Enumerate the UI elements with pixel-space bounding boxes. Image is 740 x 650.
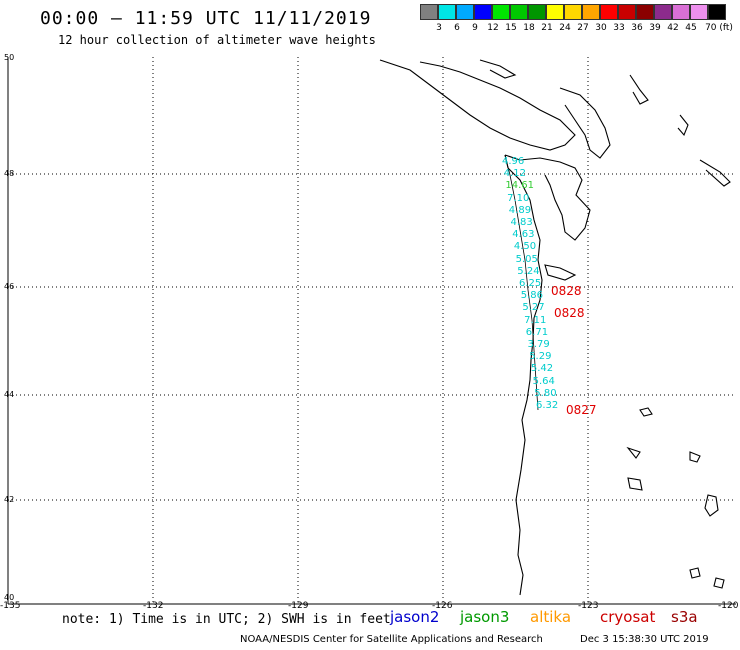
lat-label: 48 xyxy=(4,169,15,178)
wave-height-value: 14.61 xyxy=(505,180,535,192)
wave-height-value: 5.64 xyxy=(532,375,555,387)
timestamp: Dec 3 15:38:30 UTC 2019 xyxy=(580,634,709,645)
scale-swatch xyxy=(582,4,600,20)
scale-swatch xyxy=(474,4,492,20)
lon-label: -120 xyxy=(718,601,739,611)
page-title: 00:00 — 11:59 UTC 11/11/2019 xyxy=(40,8,372,29)
lon-label: -135 xyxy=(0,601,21,611)
scale-label: 27 xyxy=(577,23,589,33)
credit: NOAA/NESDIS Center for Satellite Applica… xyxy=(240,634,543,645)
lon-grid xyxy=(152,57,589,604)
scale-label: 3 xyxy=(436,23,442,33)
page-subtitle: 12 hour collection of altimeter wave hei… xyxy=(58,33,376,47)
scale-swatch xyxy=(546,4,564,20)
lat-label: 40 xyxy=(4,593,15,602)
scale-swatch xyxy=(456,4,474,20)
pass-time: 0828 xyxy=(554,306,585,320)
scale-label: 70 (ft) xyxy=(705,23,733,33)
scale-label: 45 xyxy=(685,23,697,33)
scale-label: 15 xyxy=(505,23,517,33)
scale-label: 9 xyxy=(472,23,478,33)
satellite-track xyxy=(504,154,539,411)
scale-swatch xyxy=(600,4,618,20)
wave-height-value: 5.29 xyxy=(529,351,552,363)
scale-swatch xyxy=(492,4,510,20)
scale-swatch xyxy=(438,4,456,20)
wave-height-value: 4.89 xyxy=(508,204,532,216)
lat-label: 50 xyxy=(4,53,15,62)
scale-swatch xyxy=(510,4,528,20)
lat-grid xyxy=(8,173,736,501)
scale-swatch xyxy=(708,4,726,20)
scale-swatch xyxy=(636,4,654,20)
wave-height-value: 4.12 xyxy=(503,168,526,180)
lon-label: -129 xyxy=(288,601,309,611)
map-frame xyxy=(7,57,736,605)
satellite-altika: altika xyxy=(530,608,572,626)
wave-height-value: 5.24 xyxy=(517,265,540,277)
lon-label: -126 xyxy=(432,601,453,611)
wave-height-value: 6.71 xyxy=(525,326,549,338)
footer-note: note: 1) Time is in UTC; 2) SWH is in fe… xyxy=(62,612,391,627)
wave-height-value: 4.63 xyxy=(512,229,535,241)
pass-time: 0828 xyxy=(551,284,582,298)
scale-label: 18 xyxy=(523,23,535,33)
wave-height-value: 7.10 xyxy=(507,192,530,204)
wave-height-value: 5.27 xyxy=(522,302,545,314)
lon-label: -132 xyxy=(143,601,164,611)
scale-label: 30 xyxy=(595,23,607,33)
pass-time: 0827 xyxy=(566,403,597,417)
lon-label: -123 xyxy=(578,601,599,611)
scale-swatch xyxy=(564,4,582,20)
wave-height-value: 4.96 xyxy=(502,156,525,167)
scale-label: 24 xyxy=(559,23,571,33)
scale-label: 39 xyxy=(649,23,661,33)
scale-label: 36 xyxy=(631,23,643,33)
scale-label: 12 xyxy=(487,23,499,33)
scale-swatch xyxy=(420,4,438,20)
scale-swatch xyxy=(618,4,636,20)
scale-swatch xyxy=(672,4,690,20)
scale-label: 33 xyxy=(613,23,625,33)
scale-label: 6 xyxy=(454,23,460,33)
wave-height-value: 5.80 xyxy=(534,387,557,399)
lat-label: 42 xyxy=(4,495,15,504)
satellite-cryosat: cryosat xyxy=(600,608,656,626)
satellite-s3a: s3a xyxy=(671,608,698,626)
wave-height-value: 4.83 xyxy=(510,217,533,228)
wave-height-value: 3.79 xyxy=(527,339,550,350)
satellite-jason3: jason3 xyxy=(460,608,510,626)
scale-swatch xyxy=(654,4,672,20)
coastline xyxy=(379,59,731,596)
wave-height-value: 5.86 xyxy=(520,290,543,302)
wave-height-value: 4.50 xyxy=(513,241,537,253)
scale-swatch xyxy=(528,4,546,20)
scale-label: 42 xyxy=(667,23,679,33)
lat-label: 44 xyxy=(4,390,15,399)
wave-height-value: 5.05 xyxy=(515,253,538,265)
wave-height-value: 6.32 xyxy=(536,400,559,411)
scale-swatch xyxy=(690,4,708,20)
lat-label: 46 xyxy=(4,282,15,291)
wave-height-value: 7.11 xyxy=(524,314,547,326)
satellite-jason2: jason2 xyxy=(390,608,440,626)
wave-height-value: 5.42 xyxy=(530,363,554,375)
scale-label: 21 xyxy=(541,23,553,33)
wave-height-value: 6.25 xyxy=(519,278,542,289)
